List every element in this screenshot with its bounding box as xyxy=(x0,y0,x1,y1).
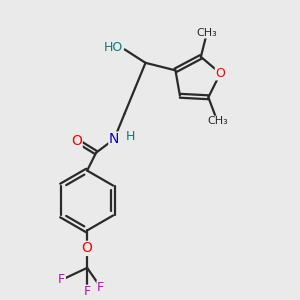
Text: O: O xyxy=(215,67,225,80)
Text: CH₃: CH₃ xyxy=(196,28,217,38)
Text: H: H xyxy=(126,130,135,143)
Text: F: F xyxy=(58,273,65,286)
Text: F: F xyxy=(84,285,91,298)
Text: HO: HO xyxy=(104,41,123,54)
Text: N: N xyxy=(109,132,119,146)
Text: O: O xyxy=(82,242,93,255)
Text: CH₃: CH₃ xyxy=(207,116,228,126)
Text: O: O xyxy=(71,134,82,148)
Text: F: F xyxy=(97,281,104,294)
